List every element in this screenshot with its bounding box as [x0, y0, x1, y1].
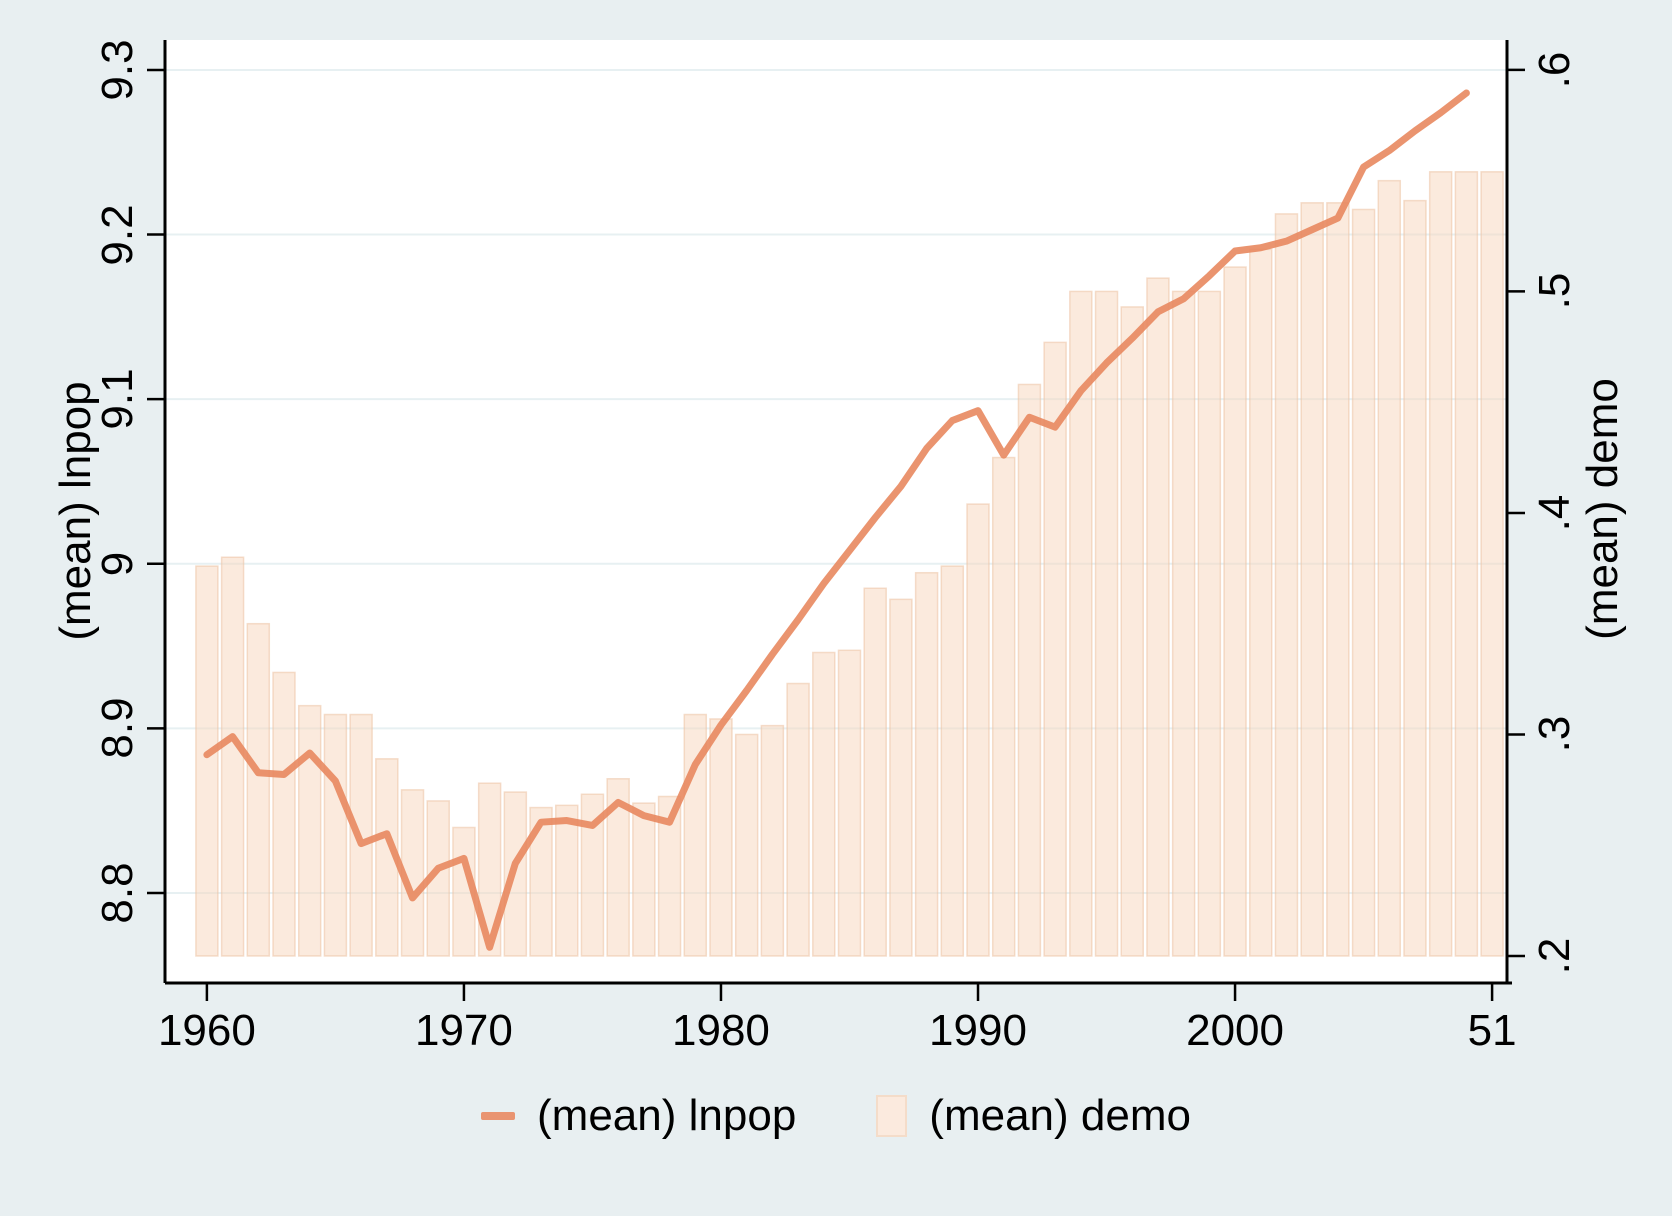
bar-1980	[709, 718, 733, 957]
bar-2009	[1454, 171, 1479, 957]
bar-1975	[580, 793, 605, 957]
bar-1976	[606, 778, 630, 957]
left-axis-tick-label: 9.1	[93, 368, 142, 430]
bar-2005	[1351, 208, 1376, 957]
bar-1989	[940, 565, 965, 957]
bar-1999	[1197, 290, 1222, 957]
left-axis-tick-label: 9.3	[93, 39, 142, 101]
demo-bar-swatch	[876, 1095, 908, 1137]
bar-1988	[914, 571, 939, 957]
bar-1971	[477, 782, 502, 957]
left-axis-tick-label: 8.9	[93, 697, 142, 759]
bar-1992	[1017, 383, 1042, 957]
bar-1962	[246, 622, 271, 957]
legend-label-demo: (mean) demo	[929, 1091, 1191, 1140]
bar-1960	[195, 565, 219, 957]
legend-label-lnpop: (mean) lnpop	[537, 1091, 797, 1140]
bar-1986	[863, 587, 887, 957]
bar-1994	[1069, 290, 1093, 957]
bar-2003	[1300, 202, 1324, 957]
x-axis-tick-label: 1990	[929, 1006, 1027, 1055]
bar-2006	[1377, 179, 1402, 957]
legend-item-demo: (mean) demo	[876, 1094, 1191, 1138]
bar-1987	[889, 598, 913, 957]
bar-1974	[555, 804, 579, 957]
bar-1964	[297, 704, 322, 957]
bar-1965	[323, 713, 348, 957]
right-axis-title: (mean) demo	[1578, 378, 1627, 640]
right-axis-tick-label: .5	[1530, 273, 1579, 310]
bar-1997	[1146, 277, 1170, 957]
bar-1985	[837, 649, 862, 957]
axis-frame	[163, 40, 1512, 985]
bar-1996	[1120, 306, 1144, 957]
left-axis-tick-label: 8.8	[93, 862, 142, 924]
bar-1984	[812, 651, 836, 957]
left-axis-title: (mean) lnpop	[51, 381, 100, 641]
bar-1995	[1094, 290, 1119, 957]
bar-1982	[760, 724, 785, 957]
demo-bars	[195, 171, 1504, 957]
bar-1981	[734, 733, 759, 957]
bar-2007	[1403, 199, 1427, 957]
left-axis-tick-label: 9	[93, 551, 142, 576]
bar-1983	[786, 682, 810, 957]
bar-2002	[1274, 213, 1299, 957]
bar-2000	[1223, 266, 1247, 957]
bar-2001	[1249, 248, 1273, 957]
bar-1977	[632, 802, 656, 957]
bar-2008	[1428, 171, 1453, 957]
legend: (mean) lnpop (mean) demo	[0, 1094, 1672, 1138]
x-axis-tick-label: 1980	[672, 1006, 770, 1055]
x-axis-tick-label: 2000	[1186, 1006, 1284, 1055]
bar-1990	[966, 503, 990, 957]
right-axis-tick-label: .6	[1530, 51, 1579, 89]
bar-1961	[220, 556, 245, 957]
right-axis-tick-label: .2	[1530, 937, 1579, 975]
tick-marks	[147, 68, 1525, 1001]
right-axis-tick-label: .4	[1530, 494, 1579, 532]
right-axis-tick-label: .3	[1530, 716, 1579, 753]
x-axis-tick-label: 51	[1467, 1006, 1517, 1055]
lnpop-line	[203, 89, 1470, 951]
bar-2004	[1326, 202, 1350, 957]
x-axis-tick-label: 1970	[414, 1006, 513, 1055]
legend-item-lnpop: (mean) lnpop	[481, 1094, 796, 1138]
bar-2010	[1480, 171, 1504, 957]
bar-1991	[991, 456, 1016, 957]
lnpop-line-swatch	[481, 1112, 516, 1120]
bar-1963	[272, 671, 296, 957]
bar-1978	[657, 795, 682, 957]
bar-1993	[1043, 341, 1067, 957]
left-axis-tick-label: 9.2	[93, 203, 142, 266]
bar-1998	[1171, 290, 1196, 957]
bar-1973	[529, 806, 553, 957]
x-axis-tick-label: 1960	[157, 1006, 256, 1055]
